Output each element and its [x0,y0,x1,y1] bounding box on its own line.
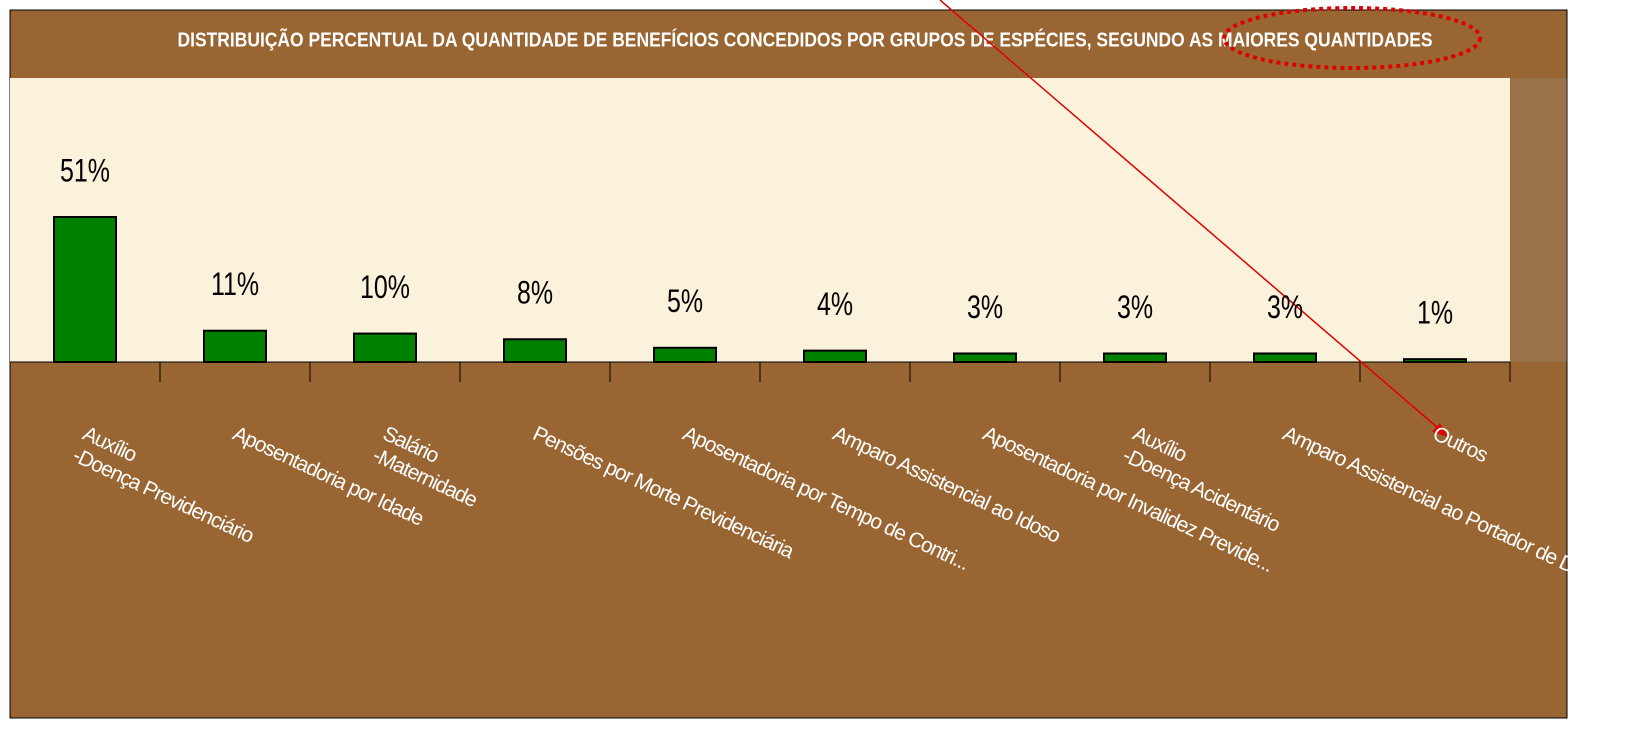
bar [803,349,867,363]
bar [53,216,117,363]
bar [203,329,267,364]
value-label: 4% [817,287,853,323]
value-label: 3% [1117,290,1153,326]
bar [653,346,717,363]
bar [503,338,567,364]
chart-title: DISTRIBUIÇÃO PERCENTUAL DA QUANTIDADE DE… [178,28,1433,51]
value-label: 8% [517,276,553,312]
highlight-ellipse [1222,6,1482,70]
value-label: 5% [667,284,703,320]
value-label: 51% [60,154,110,190]
bar [1253,352,1317,363]
value-label: 11% [211,267,259,303]
value-label: 3% [1267,290,1303,326]
plot-area [10,78,1510,362]
plot-shade [1510,78,1567,362]
bar [953,352,1017,363]
value-label: 10% [360,270,410,306]
bar [1103,352,1167,363]
bar [1403,358,1467,363]
arrow-head [1432,423,1448,437]
bar [353,332,417,364]
annotation-arrow [939,0,1439,429]
value-label: 3% [967,290,1003,326]
value-label: 1% [1417,296,1453,332]
